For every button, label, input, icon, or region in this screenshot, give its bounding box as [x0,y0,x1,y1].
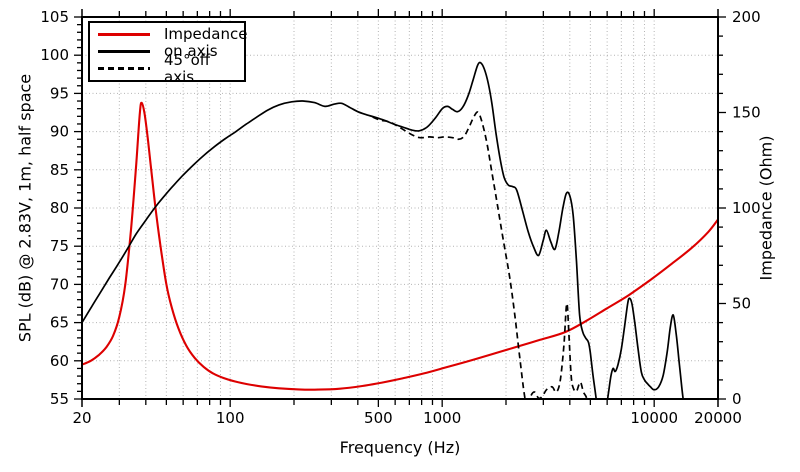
plot-frame [81,16,719,400]
y-left-tick-label: 65 [50,314,69,332]
x-tick-label: 100 [216,409,245,427]
legend-item-off-axis: 45°off axis [98,51,238,85]
legend-label-on-axis: on axis [164,42,218,60]
y-right-tick-label: 100 [732,199,761,217]
y-left-tick-label: 85 [50,161,69,179]
x-tick-label: 10000 [630,409,678,427]
x-axis-title: Frequency (Hz) [339,438,461,457]
x-tick-label: 20000 [694,409,742,427]
on-axis-curve [82,61,684,399]
y-right-tick-label: 200 [732,8,761,26]
impedance-line-sample [98,33,150,36]
y-axis-title-left: SPL (dB) @ 2.83V, 1m, half space [15,73,35,343]
y-left-tick-label: 60 [50,352,69,370]
y-axis-title-right: Impedance (Ohm) [756,135,776,281]
x-tick-label: 1000 [423,409,461,427]
legend-item-impedance: Impedance [98,26,247,43]
legend: Impedance on axis 45°off axis [88,21,247,85]
legend-label-off-axis: 45°off axis [164,50,211,86]
on-axis-line-sample [98,50,150,53]
y-left-tick-label: 80 [50,199,69,217]
y-left-tick-label: 75 [50,237,69,255]
impedance-curve [82,101,718,391]
off-axis-line-sample [98,67,150,70]
legend-label-impedance: Impedance [164,25,248,43]
x-tick-label: 20 [72,409,91,427]
y-right-tick-label: 0 [732,390,742,408]
y-right-tick-label: 150 [732,104,761,122]
y-left-tick-label: 70 [50,275,69,293]
y-left-tick-label: 55 [50,390,69,408]
y-left-tick-label: 105 [40,8,69,26]
y-right-tick-label: 50 [732,295,751,313]
y-left-tick-label: 100 [40,46,69,64]
y-left-tick-label: 95 [50,84,69,102]
y-left-tick-label: 90 [50,123,69,141]
off-axis-45-curve [372,111,588,399]
x-tick-label: 500 [364,409,393,427]
legend-item-on-axis: on axis [98,43,238,60]
